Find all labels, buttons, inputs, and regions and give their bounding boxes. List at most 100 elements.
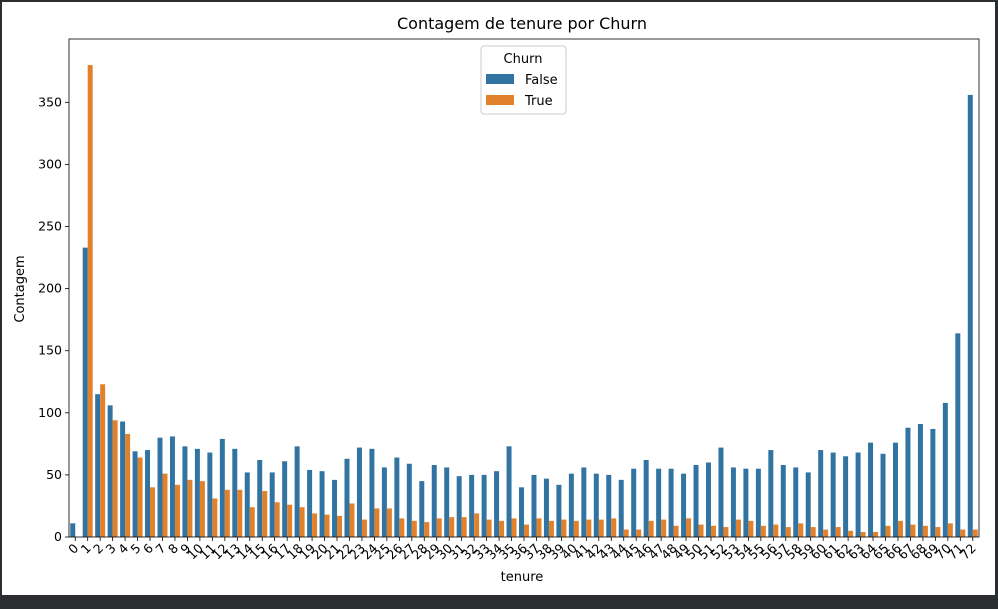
bar-false-39 xyxy=(556,484,562,537)
bar-false-40 xyxy=(568,473,574,537)
bar-true-14 xyxy=(249,507,255,537)
bar-false-14 xyxy=(244,472,250,537)
bar-false-2 xyxy=(95,394,101,537)
bar-true-40 xyxy=(573,520,579,537)
bar-true-46 xyxy=(648,520,654,537)
bar-true-43 xyxy=(611,518,617,537)
bar-true-35 xyxy=(511,518,517,537)
bar-false-49 xyxy=(681,473,687,537)
bar-true-2 xyxy=(100,384,106,537)
bar-true-33 xyxy=(486,519,492,537)
bar-false-28 xyxy=(419,481,425,537)
bar-false-19 xyxy=(307,469,313,537)
bar-false-15 xyxy=(257,460,263,537)
chart-title: Contagem de tenure por Churn xyxy=(397,14,647,33)
bar-true-7 xyxy=(162,473,168,537)
bar-true-18 xyxy=(299,507,305,537)
bar-false-11 xyxy=(207,452,213,537)
bar-false-36 xyxy=(519,487,524,537)
bar-true-24 xyxy=(374,508,380,537)
bar-true-36 xyxy=(524,524,529,537)
bar-true-50 xyxy=(698,524,704,537)
y-tick-label: 0 xyxy=(54,529,62,544)
legend-swatch-true xyxy=(486,95,514,105)
bar-false-25 xyxy=(381,467,387,537)
bar-true-51 xyxy=(710,525,716,537)
bar-false-57 xyxy=(780,464,786,537)
bar-true-65 xyxy=(885,525,891,537)
bar-false-69 xyxy=(930,428,936,537)
x-axis: 0123456789101112131415161718192021222324… xyxy=(65,537,979,562)
bar-false-60 xyxy=(818,450,824,537)
bar-true-54 xyxy=(748,520,754,537)
bar-false-65 xyxy=(880,453,886,537)
bar-true-49 xyxy=(686,518,692,537)
bar-false-29 xyxy=(431,464,437,537)
bar-true-57 xyxy=(785,527,791,537)
bar-false-12 xyxy=(219,438,225,537)
bar-false-17 xyxy=(282,461,288,537)
bar-false-54 xyxy=(743,468,749,537)
bar-false-0 xyxy=(70,523,76,537)
bar-true-60 xyxy=(823,529,829,537)
figure-canvas: Contagem de tenure por Churn 0 50 100 150 20… xyxy=(2,2,995,595)
bar-false-33 xyxy=(481,474,487,537)
bar-true-38 xyxy=(548,520,554,537)
bar-false-35 xyxy=(506,446,512,537)
bar-true-27 xyxy=(411,520,417,537)
y-axis-label: Contagem xyxy=(13,255,28,322)
bar-true-64 xyxy=(873,532,879,537)
bar-false-21 xyxy=(332,479,338,537)
bar-false-41 xyxy=(581,467,587,537)
bar-true-70 xyxy=(947,523,953,537)
bar-true-48 xyxy=(673,525,679,537)
bar-false-6 xyxy=(145,450,151,537)
plot-area xyxy=(68,38,980,538)
bar-true-25 xyxy=(386,508,392,537)
bar-false-70 xyxy=(942,402,948,537)
bar-false-48 xyxy=(668,468,674,537)
bar-false-24 xyxy=(369,448,375,537)
bar-true-47 xyxy=(661,519,667,537)
bar-true-41 xyxy=(586,519,592,537)
bar-true-17 xyxy=(287,504,293,537)
bar-false-47 xyxy=(656,468,662,537)
bar-true-16 xyxy=(274,502,280,537)
bar-false-67 xyxy=(905,427,911,537)
bar-true-26 xyxy=(399,518,405,537)
bar-true-10 xyxy=(199,481,205,537)
bar-true-37 xyxy=(536,518,542,537)
bar-true-71 xyxy=(960,529,966,537)
bar-false-52 xyxy=(718,447,724,537)
bar-true-62 xyxy=(848,530,854,537)
bar-false-45 xyxy=(631,468,637,537)
bar-false-1 xyxy=(82,247,88,537)
bar-true-19 xyxy=(312,513,318,537)
bar-true-11 xyxy=(212,498,218,537)
bar-true-6 xyxy=(150,487,156,537)
bar-false-66 xyxy=(892,442,898,537)
y-axis: 0 50 100 150 200 250 300 350 xyxy=(38,94,69,544)
bar-true-3 xyxy=(112,420,118,537)
bar-true-30 xyxy=(449,517,455,537)
bar-false-61 xyxy=(830,452,836,537)
bar-false-63 xyxy=(855,452,861,537)
bar-false-22 xyxy=(344,458,350,537)
x-axis-label: tenure xyxy=(501,570,544,585)
bar-false-20 xyxy=(319,471,325,537)
bar-true-1 xyxy=(87,65,93,537)
y-tick-label: 250 xyxy=(38,219,62,234)
bar-false-72 xyxy=(967,94,973,537)
bar-false-18 xyxy=(294,446,300,537)
legend-title: Churn xyxy=(504,52,543,67)
bar-false-9 xyxy=(182,446,188,537)
bar-true-58 xyxy=(798,523,804,537)
bar-true-66 xyxy=(897,520,903,537)
bar-false-13 xyxy=(232,448,238,537)
legend-label-true: True xyxy=(524,94,553,109)
bar-true-20 xyxy=(324,514,330,537)
y-tick-label: 200 xyxy=(38,281,62,296)
bar-false-44 xyxy=(618,479,624,537)
bar-true-56 xyxy=(773,524,779,537)
y-tick-label: 150 xyxy=(38,343,62,358)
